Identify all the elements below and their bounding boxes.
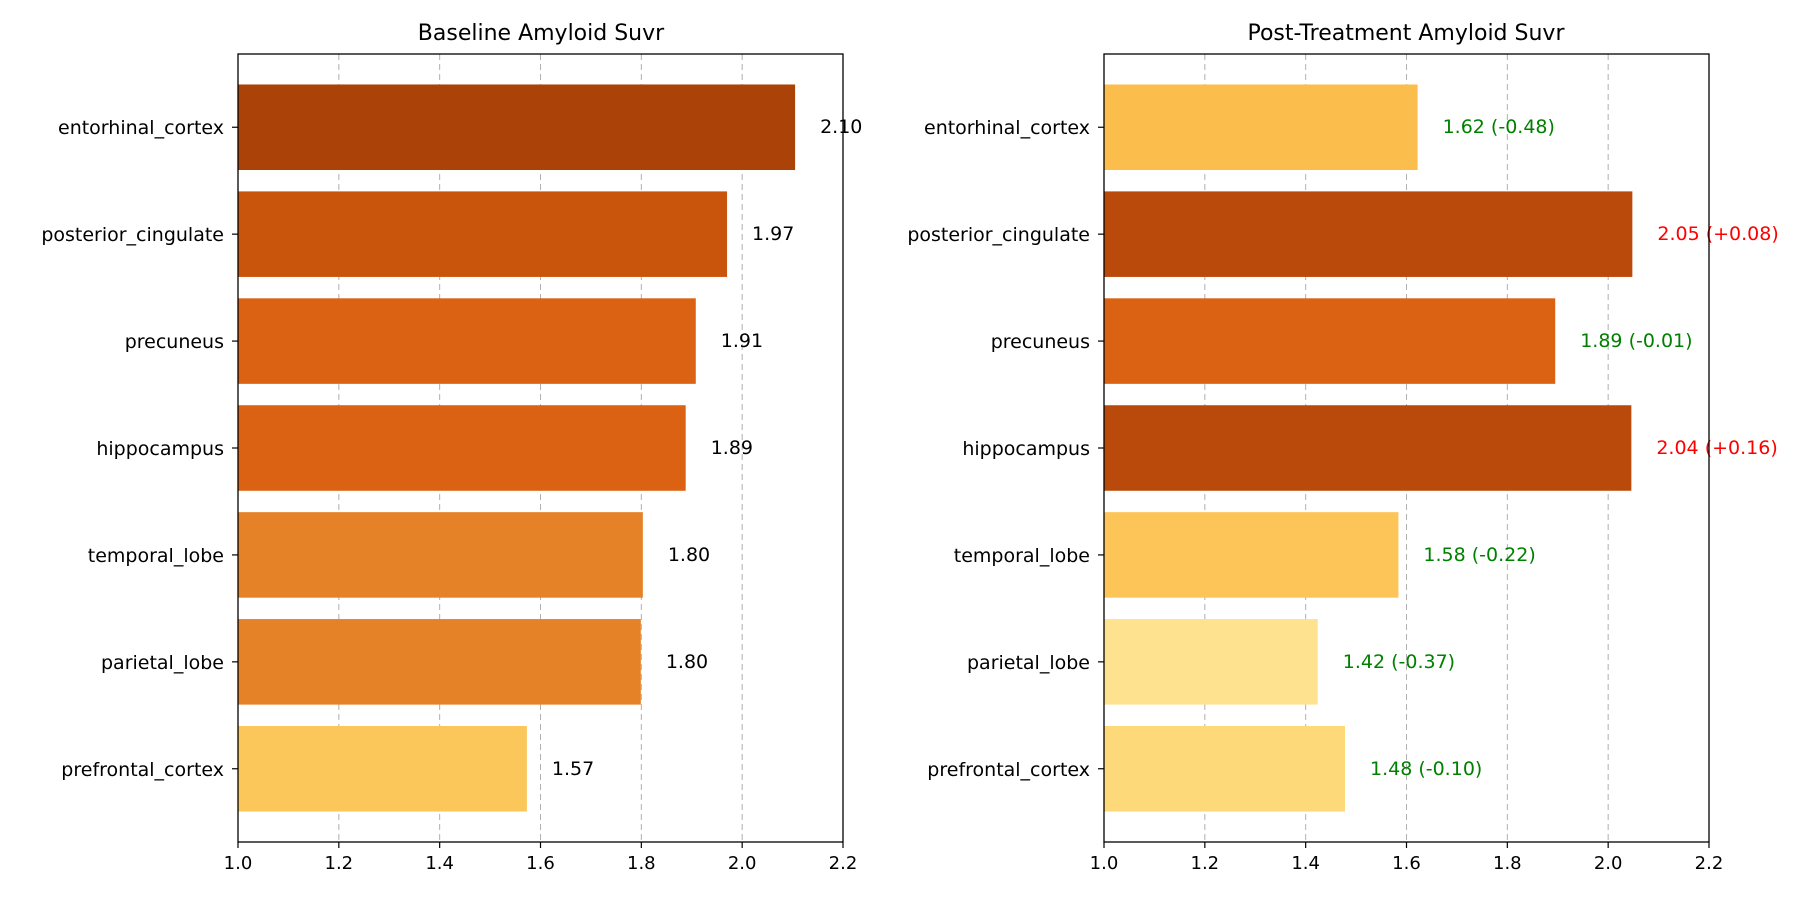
category-label: temporal_lobe xyxy=(88,545,224,567)
x-tick-label: 1.6 xyxy=(1392,853,1421,874)
value-label: 1.42 (-0.37) xyxy=(1343,651,1455,673)
x-tick-label: 2.0 xyxy=(728,853,757,874)
x-tick-label: 1.0 xyxy=(1090,853,1119,874)
category-label: hippocampus xyxy=(96,438,224,460)
x-tick-label: 2.0 xyxy=(1594,853,1623,874)
bar xyxy=(238,725,527,812)
x-tick-label: 1.4 xyxy=(425,853,454,874)
value-label: 1.80 xyxy=(668,544,710,566)
value-label: 2.10 xyxy=(820,116,862,138)
bar xyxy=(1104,405,1632,491)
value-label: 1.62 (-0.48) xyxy=(1443,116,1555,138)
axes-frame xyxy=(237,53,844,843)
x-tick-label: 1.0 xyxy=(224,853,253,874)
value-label: 1.58 (-0.22) xyxy=(1423,544,1535,566)
category-label: prefrontal_cortex xyxy=(61,759,224,781)
category-label: posterior_cingulate xyxy=(907,224,1090,246)
panel-title: Post-Treatment Amyloid Suvr xyxy=(1247,21,1565,46)
value-label: 1.57 xyxy=(552,758,594,780)
category-label: entorhinal_cortex xyxy=(58,117,224,139)
bar xyxy=(238,84,796,171)
bar xyxy=(1104,298,1556,384)
x-tick-label: 2.2 xyxy=(829,853,858,874)
bar xyxy=(1104,725,1345,812)
value-label: 2.05 (+0.08) xyxy=(1657,223,1778,245)
x-tick-label: 1.2 xyxy=(325,853,354,874)
post-treatment-panel: Post-Treatment Amyloid Suvr entorhinal_c… xyxy=(907,21,1778,874)
panel-title: Baseline Amyloid Suvr xyxy=(418,21,665,46)
value-label: 2.04 (+0.16) xyxy=(1656,437,1777,459)
category-label: entorhinal_cortex xyxy=(924,117,1090,139)
bar xyxy=(238,405,686,491)
bar xyxy=(238,512,643,598)
bar xyxy=(1104,619,1318,705)
category-label: parietal_lobe xyxy=(967,652,1090,674)
x-tick-label: 2.2 xyxy=(1695,853,1724,874)
x-tick-label: 1.2 xyxy=(1191,853,1220,874)
value-label: 1.97 xyxy=(752,223,794,245)
x-tick-label: 1.8 xyxy=(627,853,656,874)
category-label: parietal_lobe xyxy=(101,652,224,674)
category-label: temporal_lobe xyxy=(954,545,1090,567)
value-label: 1.89 xyxy=(711,437,753,459)
category-label: precuneus xyxy=(125,331,224,353)
bar xyxy=(1104,191,1633,277)
x-tick-label: 1.6 xyxy=(526,853,555,874)
bar xyxy=(238,298,696,384)
bar xyxy=(238,619,641,705)
value-label: 1.48 (-0.10) xyxy=(1370,758,1482,780)
category-label: posterior_cingulate xyxy=(41,224,224,246)
bar xyxy=(1104,84,1418,171)
bar xyxy=(238,191,728,277)
bar xyxy=(1104,512,1399,598)
value-label: 1.89 (-0.01) xyxy=(1580,330,1692,352)
value-label: 1.80 xyxy=(666,651,708,673)
category-label: prefrontal_cortex xyxy=(927,759,1090,781)
category-label: hippocampus xyxy=(962,438,1090,460)
category-label: precuneus xyxy=(991,331,1090,353)
x-tick-label: 1.4 xyxy=(1291,853,1320,874)
baseline-panel: Baseline Amyloid Suvr entorhinal_cortex 2… xyxy=(41,21,862,874)
value-label: 1.91 xyxy=(721,330,763,352)
x-tick-label: 1.8 xyxy=(1493,853,1522,874)
axes-frame xyxy=(1103,53,1710,843)
